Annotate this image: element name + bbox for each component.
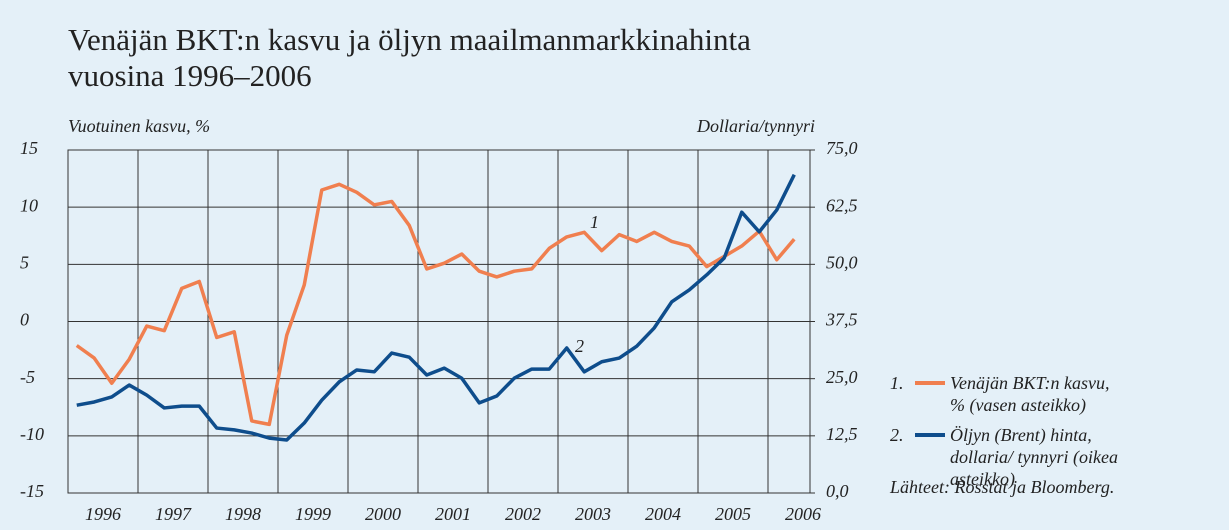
chart-title: Venäjän BKT:n kasvu ja öljyn maailmanmar…	[68, 22, 751, 93]
legend-number: 1.	[890, 373, 904, 393]
legend-number: 2.	[890, 425, 904, 445]
x-tick-label: 1996	[85, 504, 121, 524]
y2-tick-label: 62,5	[826, 195, 858, 215]
x-tick-label: 2002	[505, 504, 541, 524]
y-tick-label: 5	[20, 252, 29, 272]
x-tick-label: 1998	[225, 504, 261, 524]
x-tick-label: 2000	[365, 504, 401, 524]
x-tick-label: 2003	[575, 504, 611, 524]
y-tick-label: 0	[20, 310, 29, 330]
series-line	[75, 182, 796, 427]
x-tick-label: 2004	[645, 504, 681, 524]
y2-tick-label: 0,0	[826, 481, 849, 501]
x-tick-label: 2005	[715, 504, 751, 524]
legend-label: Venäjän BKT:n kasvu, % (vasen asteikko)	[950, 373, 1110, 415]
x-tick-label: 2001	[435, 504, 471, 524]
y-axis-label: Vuotuinen kasvu, %	[68, 116, 210, 136]
y2-axis-label: Dollaria/tynnyri	[696, 116, 815, 136]
plot-frame	[67, 149, 811, 494]
y2-tick-label: 50,0	[826, 252, 858, 272]
y-tick-label: -5	[20, 367, 35, 387]
y2-tick-label: 75,0	[826, 138, 858, 158]
y2-tick-label: 37,5	[825, 310, 858, 330]
y2-tick-label: 25,0	[826, 367, 858, 387]
annotation: 1	[590, 212, 599, 232]
annotation: 2	[575, 336, 584, 356]
y-tick-label: 15	[20, 138, 38, 158]
legend-label: Öljyn (Brent) hinta, dollaria/ tynnyri (…	[950, 425, 1118, 489]
source: Lähteet: Rosstat ja Bloomberg.	[890, 477, 1115, 497]
y-tick-label: -15	[20, 481, 44, 501]
y-tick-label: -10	[20, 424, 44, 444]
y2-tick-label: 12,5	[826, 424, 858, 444]
x-tick-label: 1999	[295, 504, 331, 524]
x-tick-label: 2006	[785, 504, 821, 524]
x-tick-label: 1997	[155, 504, 192, 524]
y-tick-label: 10	[20, 195, 38, 215]
series-line	[76, 173, 796, 442]
